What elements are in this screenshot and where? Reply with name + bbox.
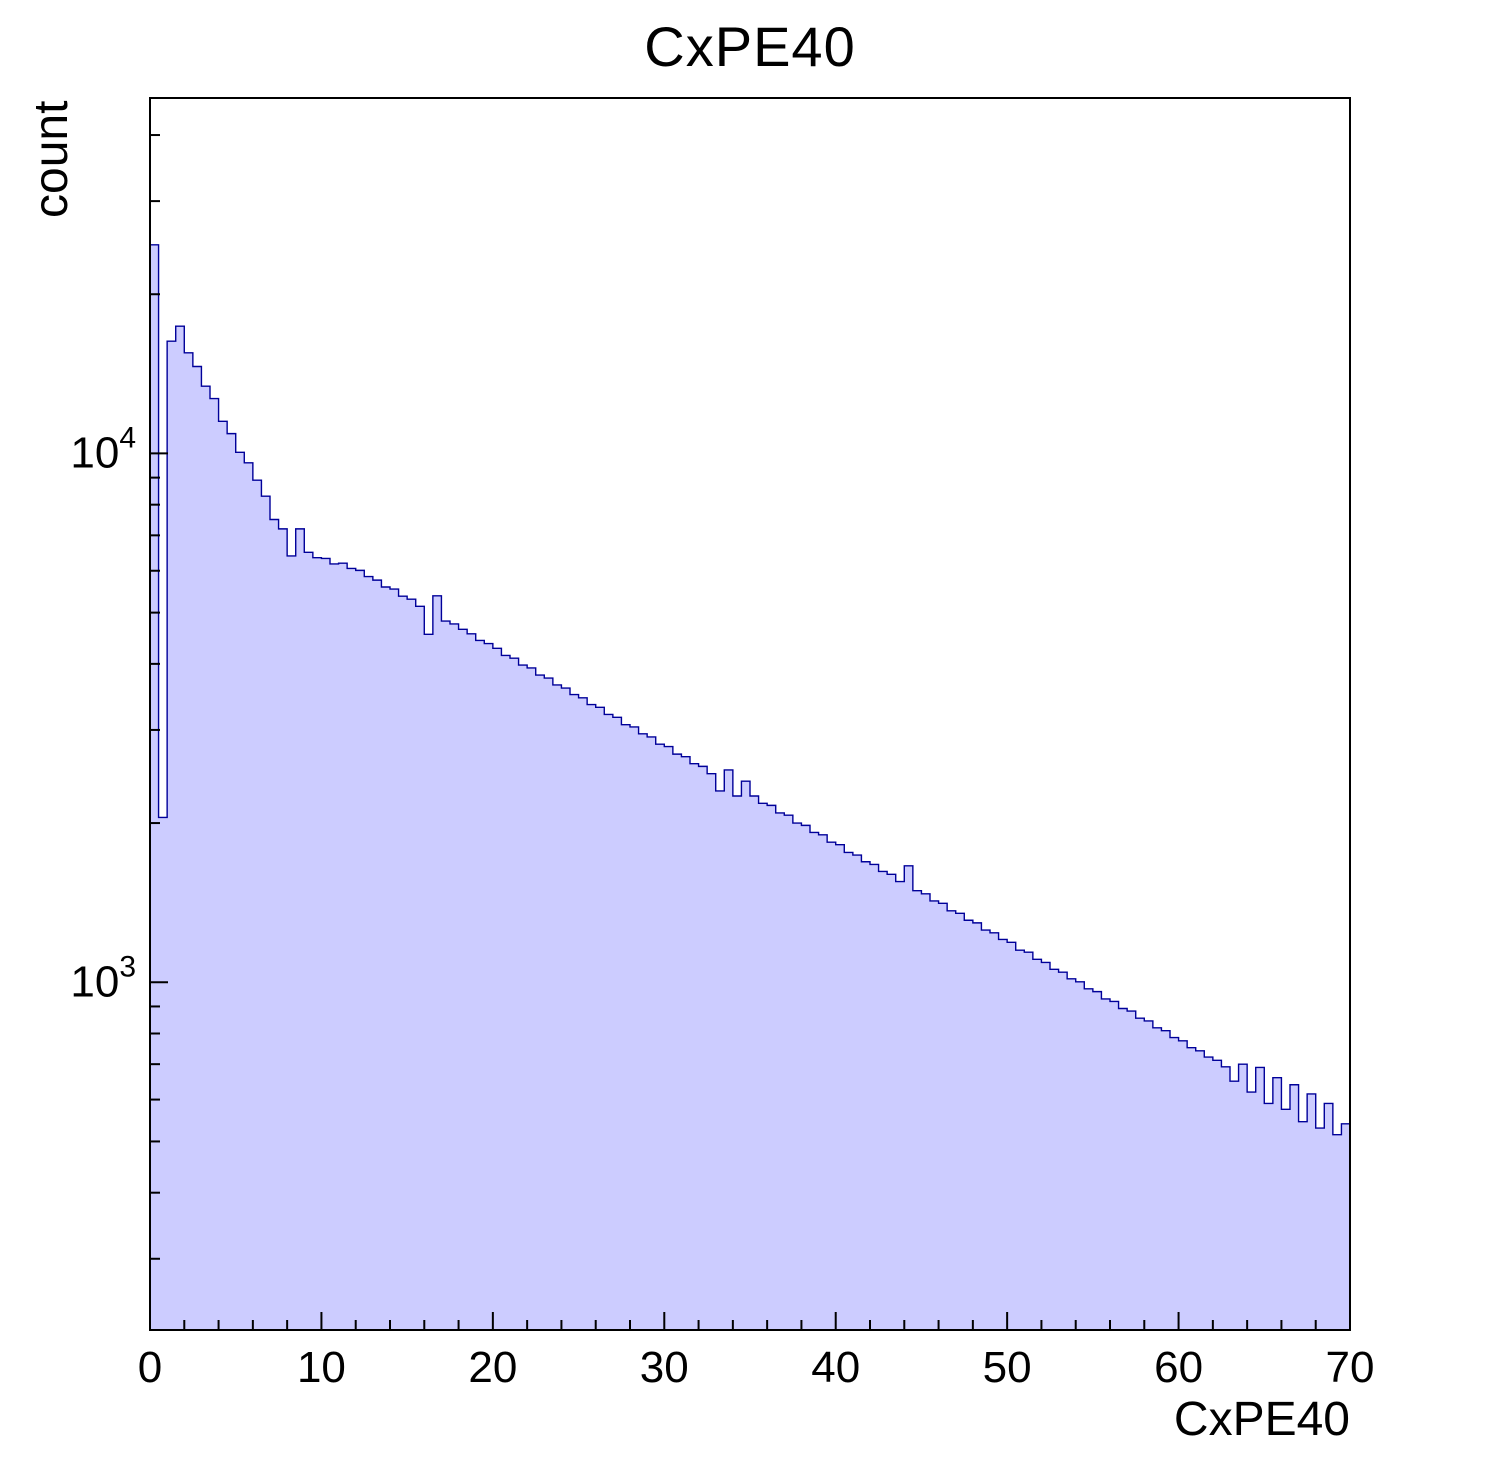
x-tick-label: 50 xyxy=(983,1343,1032,1392)
x-tick-label: 0 xyxy=(138,1343,162,1392)
y-tick-label: 103 xyxy=(70,950,136,1006)
x-tick-label: 40 xyxy=(811,1343,860,1392)
x-tick-label: 10 xyxy=(297,1343,346,1392)
chart-title: CxPE40 xyxy=(644,15,856,78)
y-tick-label: 104 xyxy=(70,421,136,477)
x-tick-label: 60 xyxy=(1154,1343,1203,1392)
plot-frame xyxy=(149,97,1351,1331)
x-tick-label: 70 xyxy=(1326,1343,1375,1392)
x-tick-label: 30 xyxy=(640,1343,689,1392)
histogram-outline xyxy=(149,244,1351,1330)
x-tick-label: 20 xyxy=(468,1343,517,1392)
x-axis-title: CxPE40 xyxy=(1173,1393,1350,1446)
y-axis-title: count xyxy=(25,100,78,218)
